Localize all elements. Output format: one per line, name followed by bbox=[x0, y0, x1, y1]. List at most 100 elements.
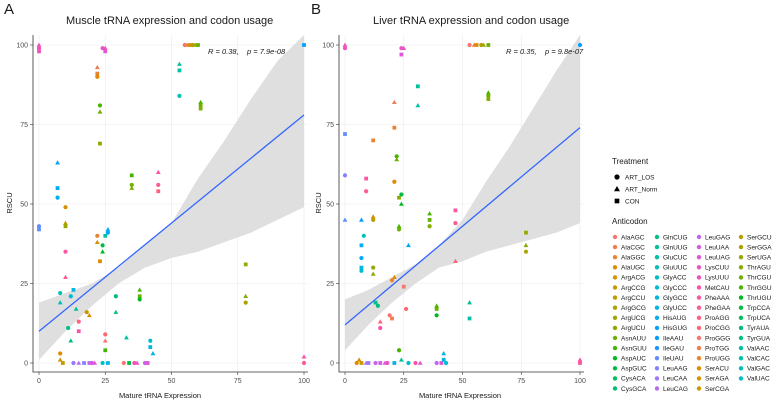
data-point bbox=[58, 290, 63, 296]
anticodon-label: CysGCA bbox=[621, 386, 647, 393]
anticodon-label: LeuCAA bbox=[663, 376, 688, 383]
anticodon-label: SerGCU bbox=[747, 234, 772, 241]
y-tick-label: 0 bbox=[330, 361, 334, 368]
anticodon-label: ProGGG bbox=[705, 335, 730, 342]
data-point bbox=[399, 52, 404, 57]
data-point bbox=[359, 361, 364, 365]
anticodon-key bbox=[612, 234, 618, 240]
data-point bbox=[453, 208, 458, 213]
x-tick-label: 100 bbox=[574, 378, 586, 385]
data-point bbox=[100, 243, 105, 248]
anticodon-label: ArgGCG bbox=[621, 305, 646, 312]
y-tick-label: 25 bbox=[326, 281, 334, 288]
anticodon-key bbox=[696, 285, 702, 290]
data-point bbox=[434, 303, 440, 308]
data-point bbox=[371, 138, 376, 143]
data-point bbox=[98, 259, 102, 264]
data-point bbox=[377, 319, 383, 324]
legend-treatments: ART_LOS ART_Norm CON bbox=[614, 174, 657, 206]
panel-b-stat-r: R = 0.35, bbox=[506, 47, 537, 56]
panel-b-ylabel: RSCU bbox=[314, 192, 323, 213]
data-point bbox=[71, 287, 76, 292]
data-point bbox=[137, 287, 143, 292]
data-point bbox=[370, 214, 376, 219]
anticodon-label: GluCUC bbox=[663, 255, 688, 262]
anticodon-key bbox=[654, 295, 660, 300]
data-point bbox=[63, 249, 68, 254]
anticodon-label: SerCGA bbox=[705, 386, 730, 393]
anticodon-label: ValCAC bbox=[747, 356, 770, 363]
data-point bbox=[137, 297, 142, 302]
anticodon-key bbox=[612, 376, 618, 381]
data-point bbox=[82, 361, 86, 365]
data-point bbox=[103, 332, 108, 337]
x-tick-label: 75 bbox=[517, 378, 525, 385]
anticodon-label: ProCGG bbox=[705, 325, 730, 332]
data-point bbox=[121, 360, 126, 366]
data-point bbox=[364, 176, 369, 181]
y-tick-label: 75 bbox=[20, 122, 28, 129]
data-point bbox=[378, 361, 383, 365]
data-point bbox=[398, 357, 404, 362]
panel-a-points bbox=[36, 42, 307, 366]
anticodon-label: ProUGG bbox=[705, 356, 730, 363]
anticodon-label: TyrAUA bbox=[747, 325, 770, 332]
anticodon-key bbox=[612, 315, 618, 320]
data-point bbox=[394, 154, 399, 159]
data-point bbox=[76, 360, 82, 365]
anticodon-key bbox=[738, 345, 744, 351]
data-point bbox=[398, 201, 404, 206]
data-point bbox=[343, 132, 347, 136]
data-point bbox=[102, 45, 108, 50]
data-point bbox=[68, 294, 73, 299]
y-tick-label: 100 bbox=[322, 43, 334, 50]
anticodon-label: ArgCCG bbox=[621, 285, 646, 292]
anticodon-key bbox=[738, 376, 744, 381]
treatment-label: ART_LOS bbox=[625, 175, 655, 182]
data-point bbox=[342, 217, 348, 222]
anticodon-label: ValAAC bbox=[747, 345, 770, 352]
panel-b-xlabel: Mature tRNA Expression bbox=[419, 391, 501, 400]
y-tick-label: 50 bbox=[326, 202, 334, 209]
panel-a-ylabel: RSCU bbox=[5, 192, 14, 213]
data-point bbox=[302, 43, 306, 47]
y-tick-label: 25 bbox=[20, 281, 28, 288]
data-point bbox=[389, 278, 395, 283]
anticodon-label: GlyACC bbox=[663, 275, 687, 282]
data-point bbox=[385, 360, 390, 366]
data-point bbox=[371, 265, 376, 270]
data-point bbox=[156, 182, 161, 188]
anticodon-key bbox=[696, 386, 702, 391]
data-point bbox=[391, 99, 397, 105]
data-point bbox=[406, 242, 411, 248]
data-point bbox=[137, 294, 142, 299]
panel-a-fit-line bbox=[38, 114, 305, 332]
data-point bbox=[342, 173, 348, 178]
data-point bbox=[342, 46, 348, 51]
anticodon-key bbox=[654, 234, 660, 240]
legend-treatment-title: Treatment bbox=[612, 157, 649, 166]
data-point bbox=[94, 64, 100, 70]
x-tick-label: 25 bbox=[400, 378, 408, 385]
data-point bbox=[76, 319, 81, 324]
panel-a: A Muscle tRNA expression and codon usage… bbox=[4, 1, 310, 400]
panel-b-fit-line bbox=[344, 127, 581, 326]
data-point bbox=[105, 227, 111, 232]
axis-lines bbox=[32, 35, 308, 373]
anticodon-key bbox=[738, 356, 744, 361]
panel-b: B Liver tRNA expression and codon usage … bbox=[311, 1, 586, 400]
data-point bbox=[36, 46, 42, 51]
anticodon-key bbox=[738, 275, 744, 280]
anticodon-key bbox=[696, 325, 702, 331]
anticodon-label: ArgUCU bbox=[621, 325, 646, 332]
data-point bbox=[427, 218, 432, 222]
data-point bbox=[356, 357, 362, 362]
data-point bbox=[73, 306, 79, 311]
data-point bbox=[124, 335, 129, 340]
anticodon-label: ArgUCG bbox=[621, 315, 646, 322]
data-point bbox=[390, 316, 394, 321]
data-point bbox=[76, 329, 81, 334]
data-point bbox=[577, 42, 583, 48]
anticodon-key bbox=[612, 305, 618, 310]
treatment-key-ART_Norm bbox=[614, 186, 620, 192]
